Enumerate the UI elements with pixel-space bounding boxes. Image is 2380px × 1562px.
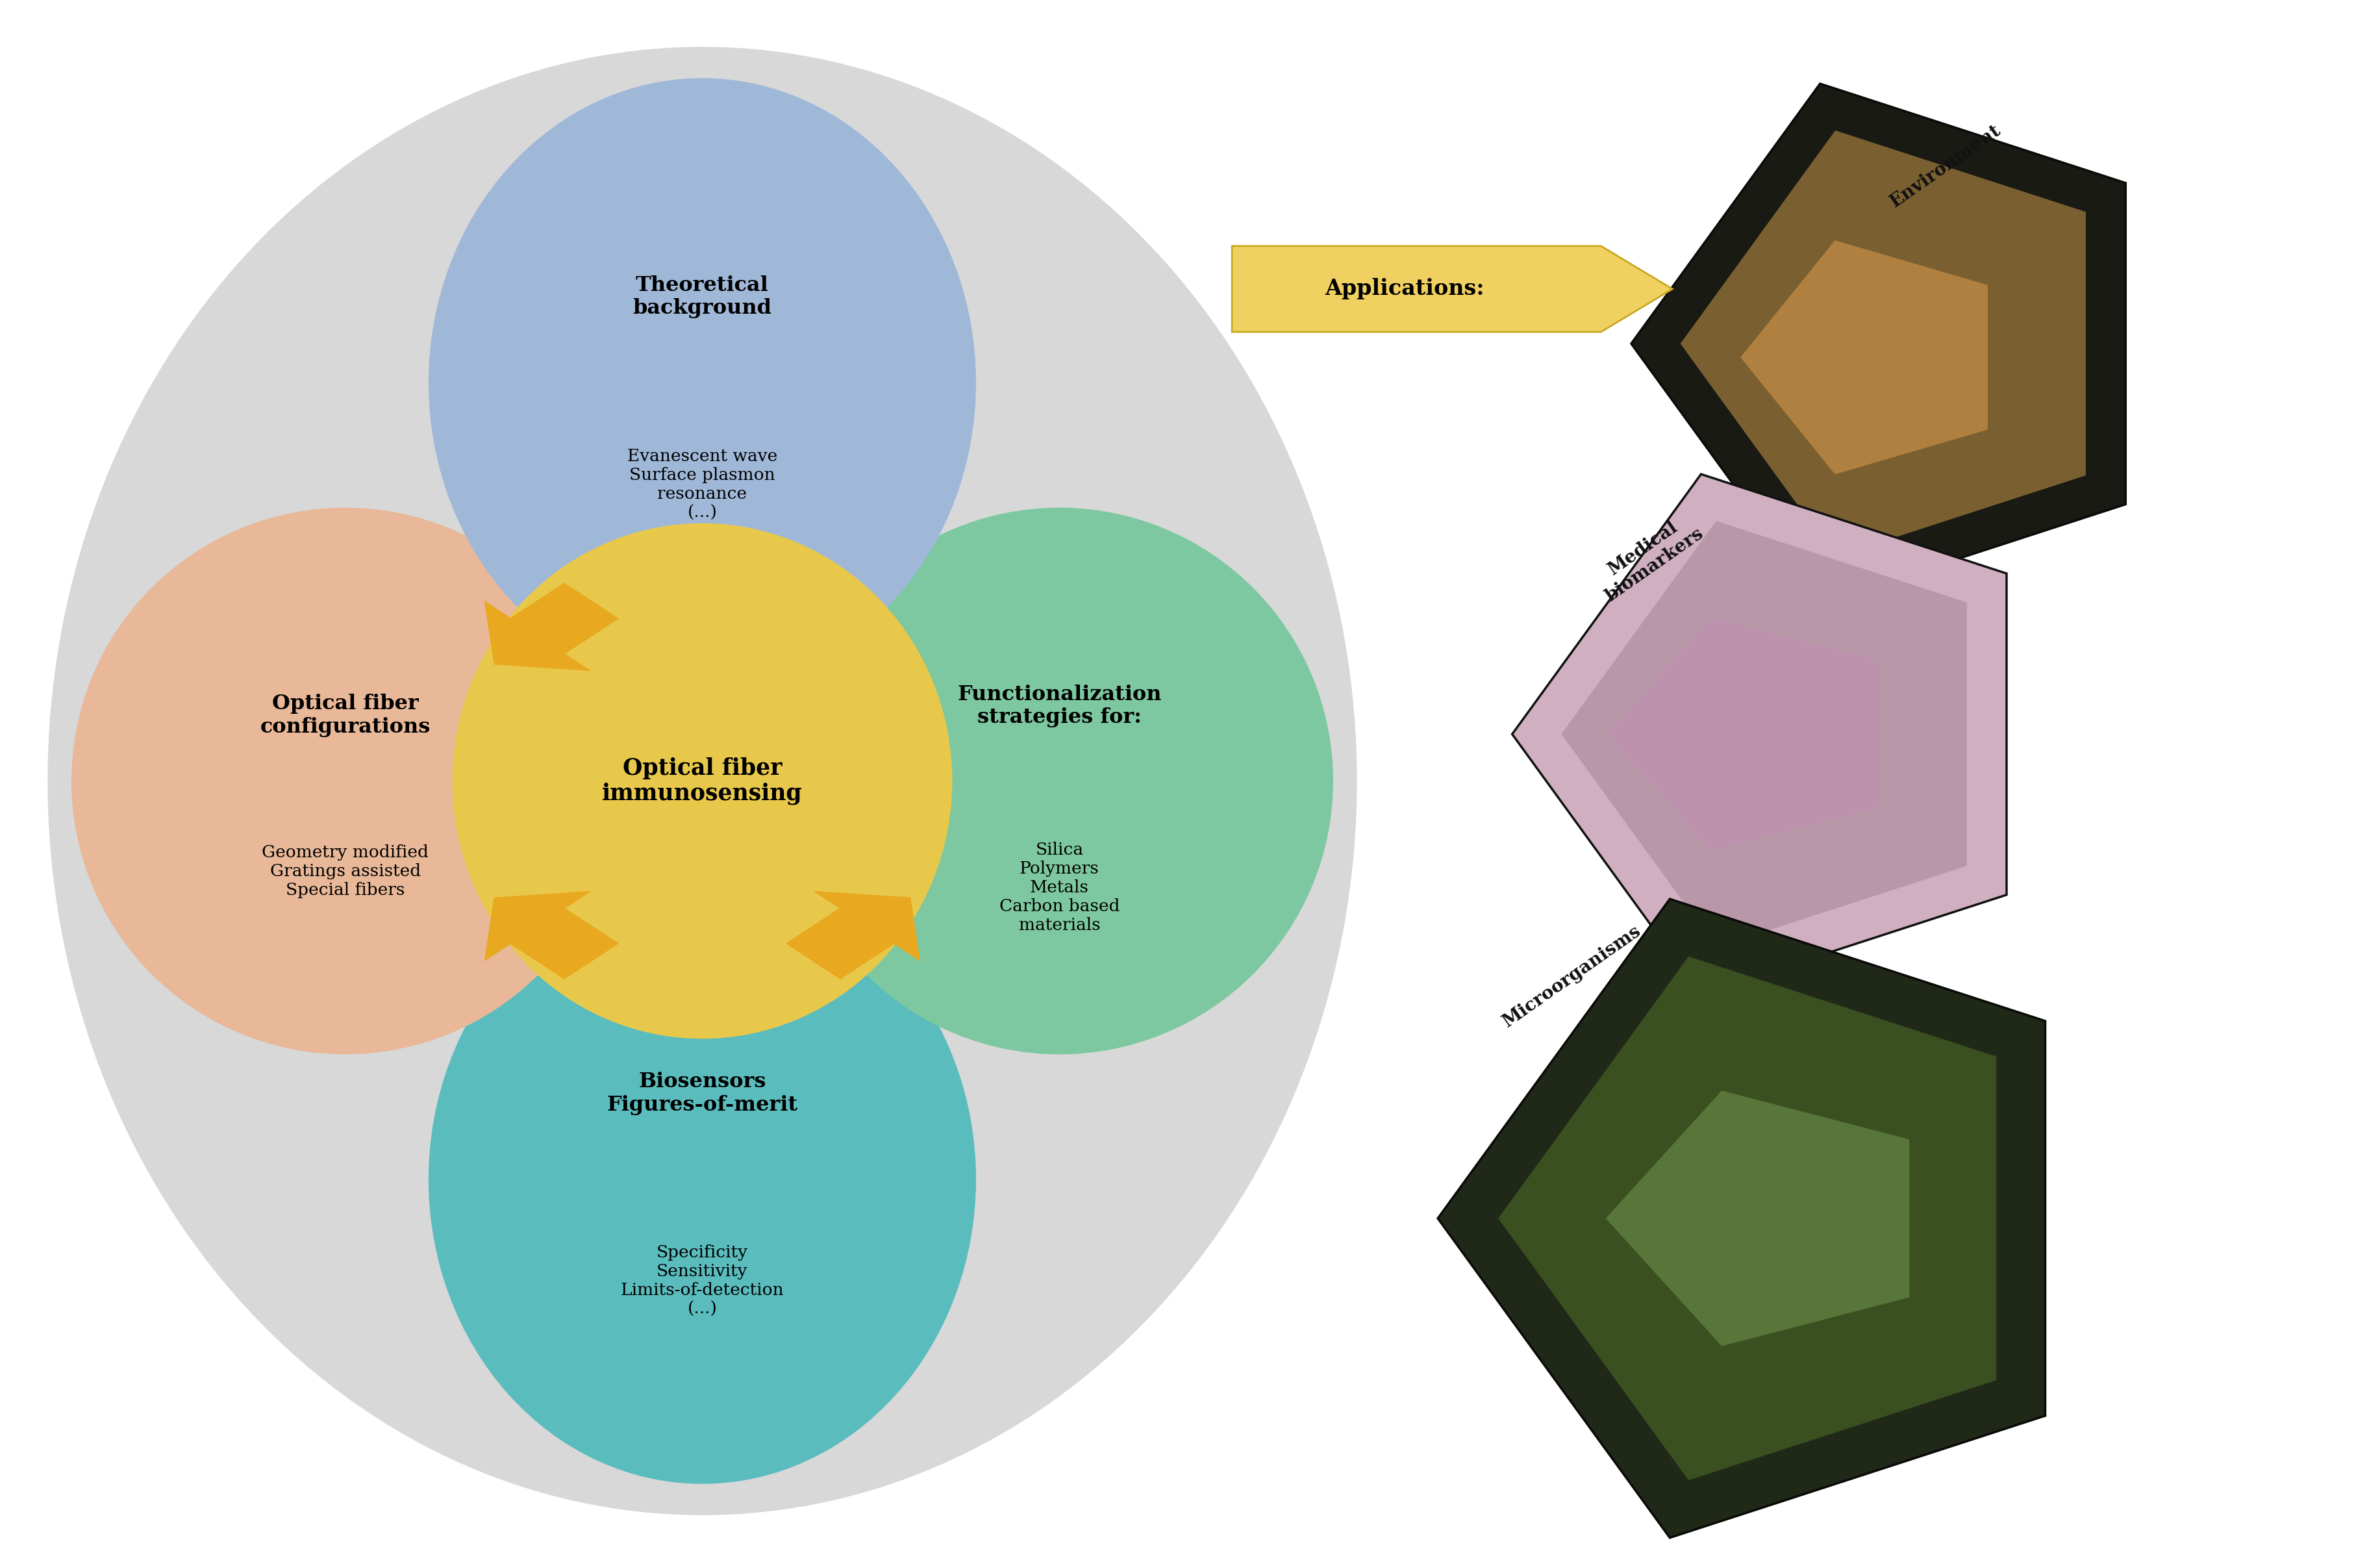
Polygon shape: [1630, 84, 2125, 603]
Text: Optical fiber
immunosensing: Optical fiber immunosensing: [602, 758, 802, 804]
Polygon shape: [785, 890, 921, 979]
Text: Microorganisms: Microorganisms: [1499, 922, 1645, 1031]
Text: Environment: Environment: [1887, 122, 2004, 211]
Ellipse shape: [428, 78, 976, 687]
Polygon shape: [1604, 1090, 1909, 1346]
Polygon shape: [483, 583, 619, 672]
Text: Silica
Polymers
Metals
Carbon based
materials: Silica Polymers Metals Carbon based mate…: [1000, 842, 1119, 933]
Text: Applications:: Applications:: [1323, 278, 1485, 300]
Polygon shape: [1561, 522, 1966, 947]
Ellipse shape: [71, 508, 619, 1054]
Polygon shape: [1680, 131, 2085, 556]
Polygon shape: [1438, 900, 2044, 1537]
Text: Medical
biomarkers: Medical biomarkers: [1590, 508, 1706, 604]
Text: Optical fiber
configurations: Optical fiber configurations: [259, 694, 431, 737]
Ellipse shape: [785, 508, 1333, 1054]
Polygon shape: [1606, 617, 1880, 851]
Polygon shape: [483, 890, 619, 979]
Polygon shape: [1740, 241, 1987, 475]
Ellipse shape: [48, 47, 1357, 1515]
Text: Theoretical
background: Theoretical background: [633, 275, 771, 319]
Text: Specificity
Sensitivity
Limits-of-detection
(...): Specificity Sensitivity Limits-of-detect…: [621, 1245, 783, 1317]
Ellipse shape: [452, 523, 952, 1039]
Text: Functionalization
strategies for:: Functionalization strategies for:: [957, 684, 1161, 728]
Text: Biosensors
Figures-of-merit: Biosensors Figures-of-merit: [607, 1072, 797, 1115]
Polygon shape: [1497, 956, 1997, 1481]
Ellipse shape: [428, 875, 976, 1484]
Text: Geometry modified
Gratings assisted
Special fibers: Geometry modified Gratings assisted Spec…: [262, 845, 428, 898]
Polygon shape: [1511, 475, 2006, 993]
Text: Evanescent wave
Surface plasmon
resonance
(...): Evanescent wave Surface plasmon resonanc…: [626, 448, 778, 520]
Polygon shape: [1233, 247, 1671, 333]
